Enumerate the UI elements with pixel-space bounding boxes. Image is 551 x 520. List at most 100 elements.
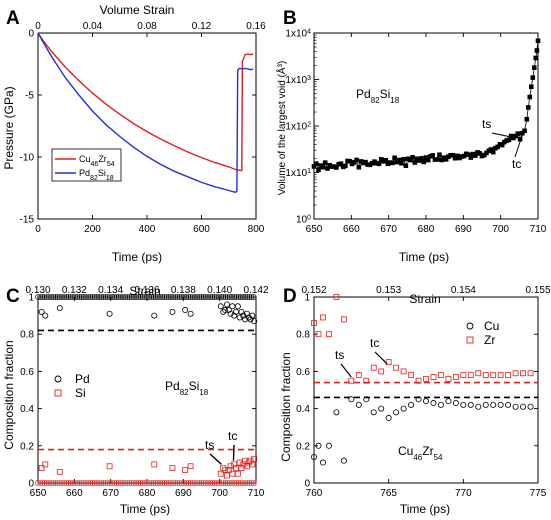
marker-pd bbox=[46, 294, 52, 300]
marker-zr bbox=[408, 372, 414, 379]
marker-zr bbox=[520, 370, 526, 377]
marker-pd bbox=[118, 294, 124, 300]
marker-zr bbox=[333, 294, 340, 300]
void-volume-point bbox=[320, 164, 326, 170]
marker-cu bbox=[415, 396, 422, 403]
panel-b-void-volume-chart: Time (ps) Volume of the largest void (Å³… bbox=[275, 28, 547, 264]
marker-zr bbox=[445, 375, 452, 382]
marker-pd bbox=[220, 294, 227, 300]
void-volume-point bbox=[466, 152, 471, 157]
panel-letter-d: D bbox=[283, 286, 297, 307]
marker-pd bbox=[229, 294, 235, 300]
panel-a-x-tick-label: 200 bbox=[84, 224, 101, 235]
marker-si bbox=[220, 465, 227, 472]
marker-pd bbox=[106, 310, 113, 317]
panel-b-y-tick-label: 1x101 bbox=[285, 168, 311, 180]
marker-cu bbox=[325, 442, 332, 449]
marker-pd bbox=[142, 294, 148, 300]
void-volume-point bbox=[524, 116, 530, 122]
marker-pd bbox=[190, 294, 196, 300]
marker-cu bbox=[363, 396, 370, 403]
panel-c-top-tick-label: 0.134 bbox=[98, 285, 123, 296]
panel-d-y-tick-label: 0 bbox=[304, 479, 310, 490]
marker-pd bbox=[61, 294, 67, 300]
panel-b-arrow-ts bbox=[491, 132, 512, 138]
marker-pd bbox=[224, 294, 231, 300]
marker-pd bbox=[87, 294, 94, 300]
panel-a-y-tick-label: -15 bbox=[20, 215, 35, 226]
marker-pd bbox=[209, 294, 216, 300]
series-line-pd82si18 bbox=[37, 32, 254, 194]
marker-cu bbox=[385, 414, 392, 421]
marker-cu bbox=[340, 457, 347, 464]
panel-c-y-tick-label: 0.8 bbox=[20, 330, 34, 341]
marker-si bbox=[151, 461, 158, 468]
panel-d-arrow-ts bbox=[340, 363, 352, 378]
void-volume-point bbox=[513, 133, 518, 139]
panel-c-x-tick-label: 680 bbox=[139, 488, 156, 499]
marker-pd bbox=[111, 294, 118, 300]
marker-zr bbox=[452, 374, 459, 380]
marker-cu bbox=[430, 400, 437, 407]
void-volume-point bbox=[356, 164, 362, 170]
marker-pd bbox=[85, 294, 91, 300]
marker-si bbox=[169, 465, 176, 472]
void-volume-point bbox=[506, 137, 512, 143]
panel-c-y-tick-label: 0.6 bbox=[20, 367, 34, 378]
panel-c-x-tick-label: 690 bbox=[175, 488, 192, 499]
void-volume-point bbox=[390, 160, 395, 166]
panel-b-y-tick-label: 1x104 bbox=[285, 28, 311, 40]
marker-pd bbox=[52, 294, 59, 300]
void-volume-point bbox=[425, 157, 431, 163]
void-volume-point bbox=[412, 160, 418, 165]
marker-pd bbox=[133, 294, 139, 300]
marker-zr bbox=[438, 372, 444, 379]
panel-c-top-tick-label: 0.142 bbox=[243, 285, 268, 296]
marker-pd bbox=[214, 294, 220, 300]
marker-pd bbox=[234, 303, 241, 310]
marker-pd bbox=[152, 294, 159, 300]
marker-cu bbox=[452, 400, 459, 407]
panel-a-top-tick-label: 0 bbox=[35, 21, 41, 32]
marker-cu bbox=[475, 403, 482, 410]
panel-c-y-axis-label: Composition fraction bbox=[2, 340, 16, 449]
panel-a-y-axis-label: Pressure (GPa) bbox=[2, 86, 16, 169]
marker-pd bbox=[205, 294, 211, 300]
panel-d-x-tick-label: 775 bbox=[530, 488, 547, 499]
marker-si bbox=[242, 457, 249, 464]
panel-c-x-tick-label: 650 bbox=[30, 488, 47, 499]
marker-pd bbox=[83, 294, 89, 300]
marker-cu bbox=[490, 401, 497, 408]
void-volume-point bbox=[517, 136, 523, 142]
panel-b-y-tick-label: 1x103 bbox=[285, 75, 311, 87]
marker-zr bbox=[475, 370, 482, 377]
marker-pd bbox=[148, 294, 155, 300]
void-volume-point bbox=[338, 161, 344, 166]
void-volume-point bbox=[472, 153, 478, 158]
marker-pd bbox=[59, 294, 65, 300]
marker-zr bbox=[460, 372, 467, 379]
marker-si bbox=[251, 455, 258, 462]
marker-pd bbox=[211, 294, 218, 300]
marker-pd bbox=[225, 307, 232, 314]
marker-pd bbox=[74, 294, 80, 300]
marker-zr bbox=[527, 370, 534, 377]
marker-si bbox=[247, 457, 254, 464]
panel-a-y-tick-label: -10 bbox=[20, 153, 35, 164]
void-volume-point bbox=[423, 155, 429, 160]
marker-si bbox=[251, 480, 257, 486]
legend-marker-si bbox=[54, 389, 62, 397]
panel-a-x-tick-label: 400 bbox=[139, 224, 156, 235]
marker-pd bbox=[223, 301, 230, 308]
marker-pd bbox=[245, 314, 252, 321]
panel-d-y-tick-label: 0.4 bbox=[296, 404, 310, 415]
void-volume-point bbox=[443, 157, 449, 162]
void-volume-point bbox=[499, 142, 505, 148]
marker-si bbox=[187, 463, 194, 470]
marker-cu bbox=[310, 453, 317, 460]
marker-pd bbox=[196, 294, 203, 300]
panel-d-x-tick-label: 765 bbox=[380, 488, 397, 499]
panel-c-top-tick-label: 0.136 bbox=[134, 285, 159, 296]
panel-a-top-tick-label: 0.12 bbox=[192, 21, 212, 32]
panel-d-annotation-alloy: Cu46Zr54 bbox=[398, 444, 443, 462]
